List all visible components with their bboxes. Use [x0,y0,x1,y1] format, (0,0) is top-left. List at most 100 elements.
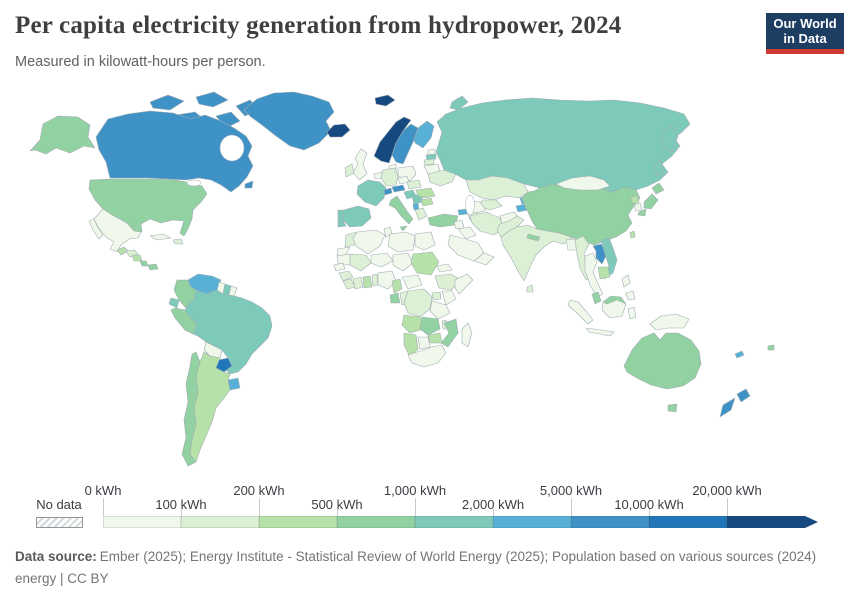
country-panama[interactable] [147,263,159,271]
country-greenland[interactable] [243,91,335,151]
country-costa-rica[interactable] [139,260,149,267]
country-hispaniola[interactable] [172,238,184,245]
legend-segment[interactable] [649,516,727,528]
country-mongolia[interactable] [555,175,611,191]
country-zimbabwe[interactable] [427,332,443,344]
country-uganda[interactable] [431,291,442,301]
country-japan-kyushu[interactable] [637,208,647,217]
country-philippines-luzon[interactable] [621,274,631,288]
country-mexico[interactable] [93,208,142,253]
country-benin[interactable] [371,273,379,287]
country-finland[interactable] [413,120,435,149]
country-kamchatka[interactable] [661,125,679,153]
country-cameroon[interactable] [391,278,403,294]
legend-segment[interactable] [415,516,493,528]
country-central-african-republic[interactable] [401,274,423,290]
country-sicily[interactable] [399,225,408,232]
country-malaysia-borneo[interactable] [602,295,627,305]
country-eritrea[interactable] [436,263,453,273]
country-malaysia[interactable] [591,291,602,305]
country-iceland[interactable] [326,123,351,138]
country-south-korea[interactable] [633,202,643,212]
country-zambia[interactable] [419,316,441,336]
legend-segment[interactable] [571,516,649,528]
country-libya[interactable] [387,231,416,253]
country-north-korea[interactable] [629,194,640,205]
country-botswana[interactable] [417,336,431,350]
country-norway[interactable] [373,116,412,164]
country-mozambique[interactable] [440,318,459,348]
country-tanzania[interactable] [429,300,451,320]
country-senegal[interactable] [333,262,346,272]
country-algeria[interactable] [352,229,386,255]
country-south-africa[interactable] [407,344,447,368]
country-ghana[interactable] [362,275,373,289]
country-philippines-mindanao[interactable] [625,290,636,301]
country-novaya-zemlya[interactable] [449,95,469,111]
country-ecuador[interactable] [168,297,180,309]
country-taiwan[interactable] [629,230,636,239]
country-ireland[interactable] [344,163,355,178]
country-portugal[interactable] [337,209,347,228]
legend-segment[interactable] [103,516,181,528]
country-chad[interactable] [392,252,414,272]
country-sakhalin[interactable] [654,159,664,177]
country-cote-divoire[interactable] [352,276,364,290]
country-gabon[interactable] [389,292,401,304]
legend-segment[interactable] [727,516,805,528]
country-sumatra[interactable] [567,299,594,325]
country-egypt[interactable] [414,231,436,251]
country-china[interactable] [521,183,641,246]
country-turkey[interactable] [427,213,459,228]
country-niger[interactable] [370,252,394,268]
country-brazil[interactable] [184,289,273,375]
country-new-guinea[interactable] [649,313,690,331]
legend-segment[interactable] [337,516,415,528]
country-newfoundland[interactable] [244,180,254,189]
country-france[interactable] [356,179,387,207]
country-tasmania[interactable] [667,403,678,413]
legend-segment[interactable] [493,516,571,528]
country-honduras[interactable] [125,249,139,258]
country-romania[interactable] [415,187,436,199]
country-new-zealand-north[interactable] [736,388,751,403]
country-argentina[interactable] [189,351,231,463]
country-australia[interactable] [623,332,702,390]
country-alaska[interactable] [29,115,96,155]
country-cuba[interactable] [149,233,172,241]
owid-logo[interactable]: Our World in Data [766,13,844,54]
country-spain[interactable] [341,205,372,228]
country-slovakia-hungary[interactable] [406,179,422,190]
footer-license-line[interactable]: energy | CC BY [15,571,109,586]
country-new-zealand-south[interactable] [719,397,736,418]
legend-segment[interactable] [181,516,259,528]
country-kenya[interactable] [441,290,457,306]
country-baja[interactable] [88,218,104,240]
country-greece[interactable] [414,207,428,221]
country-vietnam[interactable] [600,237,618,280]
country-japan-hokkaido[interactable] [651,182,665,195]
country-russia[interactable] [435,97,691,193]
country-cambodia[interactable] [597,266,611,280]
country-guinea[interactable] [338,270,354,282]
country-italy[interactable] [388,195,414,225]
country-mali[interactable] [349,253,372,272]
legend-no-data-swatch[interactable] [36,517,83,528]
country-arctic-island-1[interactable] [149,94,185,111]
country-somalia[interactable] [454,273,474,295]
country-kazakhstan[interactable] [465,175,529,201]
country-fiji[interactable] [767,344,775,351]
country-united-kingdom[interactable] [352,148,368,181]
country-thailand[interactable] [584,252,604,298]
country-sri-lanka[interactable] [526,284,534,293]
country-madagascar[interactable] [461,322,473,348]
legend-segment[interactable] [259,516,337,528]
country-java[interactable] [585,327,615,337]
country-drc[interactable] [403,288,433,318]
country-austria[interactable] [391,184,406,193]
country-arctic-island-2[interactable] [195,91,229,108]
country-yemen-oman[interactable] [473,252,495,266]
country-sudan[interactable] [410,251,440,276]
country-sweden[interactable] [391,123,419,165]
country-germany[interactable] [380,167,399,187]
